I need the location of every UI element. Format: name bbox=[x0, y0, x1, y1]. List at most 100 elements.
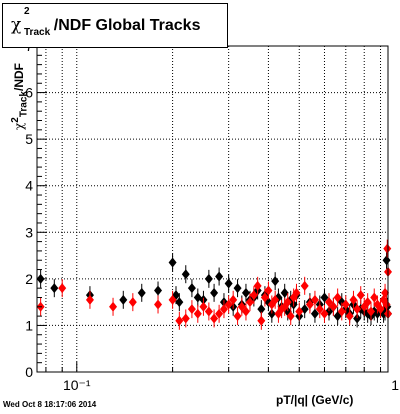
data-point bbox=[295, 306, 304, 317]
axis-ticks bbox=[37, 45, 382, 373]
data-point bbox=[109, 301, 118, 312]
data-point bbox=[383, 243, 392, 254]
plot-frame bbox=[36, 45, 389, 373]
data-point bbox=[241, 306, 250, 317]
data-point bbox=[283, 297, 292, 308]
data-point bbox=[353, 313, 362, 324]
data-point bbox=[271, 276, 280, 287]
data-point bbox=[193, 308, 202, 319]
y-title-superscript: 2 bbox=[10, 117, 21, 123]
data-point bbox=[210, 287, 219, 298]
x-tick-label: 10⁻¹ bbox=[63, 377, 91, 393]
data-point bbox=[204, 273, 213, 284]
data-point bbox=[50, 283, 59, 294]
data-point bbox=[219, 304, 228, 315]
data-point bbox=[310, 308, 319, 319]
data-point bbox=[305, 299, 314, 310]
y-title-chi-symbol: χ bbox=[12, 122, 26, 130]
data-point bbox=[241, 287, 250, 298]
y-tick-label: 5 bbox=[25, 131, 33, 147]
data-point bbox=[249, 290, 258, 301]
data-point bbox=[292, 287, 301, 298]
data-point bbox=[366, 306, 375, 317]
data-point bbox=[154, 299, 163, 310]
data-point bbox=[329, 301, 338, 312]
title-superscript: 2 bbox=[24, 6, 30, 17]
data-point bbox=[382, 255, 391, 266]
data-point bbox=[257, 304, 266, 315]
data-point bbox=[210, 313, 219, 324]
y-tick-label: 1 bbox=[25, 317, 33, 333]
data-point bbox=[260, 292, 269, 303]
data-point bbox=[175, 315, 184, 326]
data-point bbox=[168, 257, 177, 268]
data-point bbox=[215, 308, 224, 319]
data-point bbox=[181, 269, 190, 280]
data-point bbox=[363, 297, 372, 308]
data-point bbox=[257, 315, 266, 326]
data-point bbox=[315, 304, 324, 315]
y-tick-label: 6 bbox=[25, 85, 33, 101]
data-point bbox=[300, 280, 309, 291]
data-point bbox=[353, 304, 362, 315]
x-tick-label: 1 bbox=[391, 377, 399, 393]
data-point bbox=[320, 292, 329, 303]
data-point bbox=[187, 304, 196, 315]
data-point bbox=[233, 311, 242, 322]
plot-title-box: χ 2 Track /NDF Global Tracks bbox=[2, 3, 228, 48]
data-points bbox=[36, 239, 392, 330]
data-point bbox=[381, 287, 390, 298]
grid-lines bbox=[37, 46, 388, 372]
data-point bbox=[286, 311, 295, 322]
data-point bbox=[325, 297, 334, 308]
timestamp: Wed Oct 8 18:17:06 2014 bbox=[3, 400, 97, 409]
y-tick-label: 0 bbox=[25, 364, 33, 380]
data-point bbox=[229, 294, 238, 305]
y-tick-label: 2 bbox=[25, 271, 33, 287]
data-point bbox=[119, 294, 128, 305]
data-point bbox=[271, 294, 280, 305]
data-point bbox=[349, 294, 358, 305]
data-point bbox=[341, 299, 350, 310]
title-subscript: Track bbox=[24, 27, 51, 38]
title-text: /NDF Global Tracks bbox=[53, 17, 201, 34]
data-point bbox=[137, 287, 146, 298]
data-point bbox=[128, 297, 137, 308]
data-point bbox=[267, 308, 276, 319]
data-point bbox=[204, 306, 213, 317]
data-point bbox=[337, 306, 346, 317]
data-point bbox=[199, 301, 208, 312]
data-point bbox=[253, 280, 262, 291]
data-point bbox=[233, 283, 242, 294]
data-point bbox=[154, 285, 163, 296]
data-point bbox=[224, 299, 233, 310]
data-point bbox=[382, 299, 391, 310]
data-point bbox=[376, 304, 385, 315]
data-point bbox=[181, 313, 190, 324]
data-point bbox=[168, 294, 177, 305]
data-point bbox=[215, 271, 224, 282]
data-point bbox=[245, 297, 254, 308]
data-point bbox=[356, 290, 365, 301]
data-point bbox=[280, 287, 289, 298]
y-axis-title: χ2Track/NDF bbox=[10, 63, 29, 130]
x-tick-labels: 10⁻¹ 1 bbox=[63, 377, 399, 393]
plot-title: χ 2 Track /NDF Global Tracks bbox=[11, 6, 201, 38]
data-point bbox=[320, 308, 329, 319]
y-tick-label: 3 bbox=[25, 224, 33, 240]
title-chi-symbol: χ bbox=[11, 15, 22, 35]
y-title-text: /NDF bbox=[12, 63, 26, 92]
data-point bbox=[58, 283, 67, 294]
x-axis-title: pT/|q| (GeV/c) bbox=[276, 393, 354, 407]
data-point bbox=[85, 294, 94, 305]
y-title-subscript: Track bbox=[18, 91, 30, 118]
data-point bbox=[310, 294, 319, 305]
data-point bbox=[187, 283, 196, 294]
data-point bbox=[370, 292, 379, 303]
data-point bbox=[333, 292, 342, 303]
data-point bbox=[175, 297, 184, 308]
data-point bbox=[224, 278, 233, 289]
data-point bbox=[345, 311, 354, 322]
y-tick-label: 4 bbox=[25, 178, 33, 194]
